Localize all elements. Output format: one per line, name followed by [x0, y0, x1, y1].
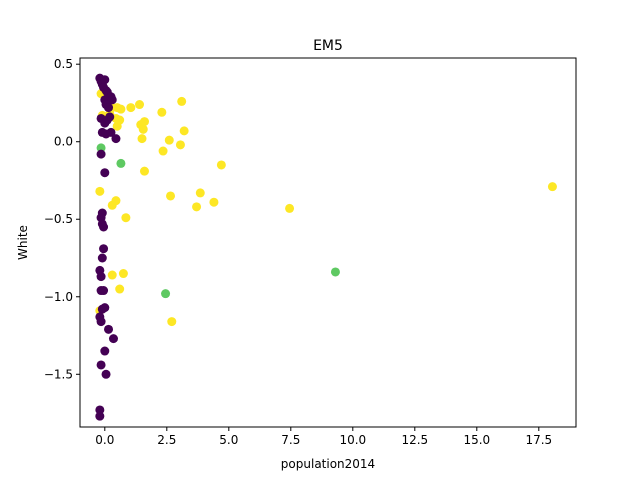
scatter-point: [118, 269, 128, 279]
scatter-point: [100, 303, 110, 313]
scatter-point: [161, 289, 171, 299]
x-tick-label: 12.5: [401, 433, 428, 447]
scatter-point: [115, 284, 125, 294]
scatter-point: [175, 140, 185, 150]
scatter-point: [106, 127, 116, 137]
y-tick-label: −1.5: [44, 367, 73, 381]
scatter-point: [96, 143, 106, 153]
scatter-point: [104, 103, 114, 113]
scatter-point: [95, 405, 105, 415]
scatter-point: [101, 369, 111, 379]
scatter-point: [137, 134, 147, 144]
scatter-point: [179, 126, 189, 136]
scatter-point: [135, 100, 145, 110]
scatter-point: [104, 324, 114, 334]
scatter-point: [96, 149, 106, 159]
plot-frame: [79, 57, 577, 428]
x-tick-label: 2.5: [157, 433, 176, 447]
scatter-point: [158, 146, 168, 156]
scatter-point: [107, 95, 117, 105]
scatter-point: [96, 360, 106, 370]
scatter-point: [96, 272, 106, 282]
scatter-point: [116, 104, 126, 114]
scatter-point: [96, 317, 106, 327]
chart-title: EM5: [313, 38, 343, 54]
x-axis: 0.0 2.5 5.0 7.5 10.0 12.5 15.0 17.5: [95, 427, 552, 447]
y-axis-title: White: [16, 225, 30, 260]
x-tick-label: 5.0: [219, 433, 238, 447]
scatter-point: [547, 182, 557, 192]
scatter-point: [177, 96, 187, 106]
scatter-point: [111, 134, 121, 144]
x-tick-label: 17.5: [525, 433, 552, 447]
scatter-point: [195, 188, 205, 198]
scatter-point: [157, 107, 167, 117]
scatter-point: [126, 103, 136, 113]
y-tick-label: −0.5: [44, 212, 73, 226]
scatter-point: [115, 115, 125, 125]
scatter-point: [99, 244, 109, 254]
y-tick-label: 0.0: [54, 135, 73, 149]
scatter-point: [100, 346, 110, 356]
scatter-point: [216, 160, 226, 170]
scatter-point: [209, 197, 219, 207]
scatter-point: [97, 253, 107, 263]
x-tick-label: 7.5: [281, 433, 300, 447]
scatter-point: [330, 267, 340, 277]
y-axis: 0.5 0.0 −0.5 −1.0 −1.5: [44, 57, 80, 381]
x-tick-label: 0.0: [95, 433, 114, 447]
y-tick-label: −1.0: [44, 290, 73, 304]
x-tick-label: 10.0: [339, 433, 366, 447]
y-tick-label: 0.5: [54, 57, 73, 71]
scatter-point: [100, 168, 110, 178]
scatter-point: [108, 334, 118, 344]
data-points: [95, 73, 557, 421]
scatter-point: [139, 166, 149, 176]
scatter-point: [111, 196, 121, 206]
scatter-point: [95, 411, 105, 421]
scatter-point: [192, 202, 202, 212]
scatter-point: [285, 203, 295, 213]
scatter-point: [95, 186, 105, 196]
scatter-point: [139, 117, 149, 127]
scatter-point: [166, 191, 176, 201]
x-axis-title: population2014: [281, 457, 375, 471]
x-tick-label: 15.0: [463, 433, 490, 447]
scatter-point: [107, 270, 117, 280]
scatter-point: [100, 75, 110, 85]
scatter-point: [138, 124, 148, 134]
scatter-point: [167, 317, 177, 327]
scatter-point: [121, 213, 131, 223]
scatter-point: [100, 118, 110, 128]
scatter-point: [116, 158, 126, 168]
scatter-point: [99, 222, 109, 232]
scatter-point: [164, 135, 174, 145]
scatter-point: [99, 286, 109, 296]
